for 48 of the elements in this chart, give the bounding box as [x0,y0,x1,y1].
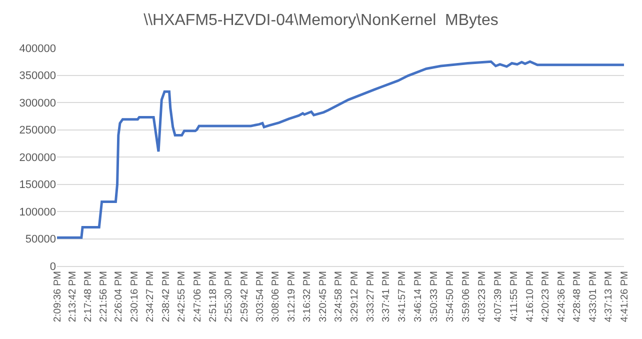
x-tick-label: 2:21:56 PM [98,271,110,322]
x-tick-label: 2:34:27 PM [145,271,156,322]
x-tick-label: 3:08:06 PM [270,271,282,322]
y-tick-label: 50000 [25,234,56,246]
x-tick-label: 2:47:06 PM [192,271,204,322]
x-tick-label: 3:59:06 PM [461,271,472,322]
x-tick-label: 3:50:33 PM [429,271,440,322]
x-tick-label: 4:37:13 PM [604,271,614,322]
x-tick-label: 3:37:41 PM [381,271,392,322]
x-tick-label: 2:09:36 PM [52,271,64,322]
x-tick-label: 3:46:14 PM [413,271,424,322]
x-tick-label: 4:41:26 PM [619,271,630,322]
x-tick-label: 3:03:54 PM [255,271,266,322]
y-tick-label: 250000 [19,124,56,137]
y-tick-label: 350000 [19,70,56,82]
y-tick-label: 0 [50,260,56,273]
x-tick-label: 2:59:42 PM [239,271,250,322]
x-tick-label: 4:07:39 PM [493,271,504,322]
x-tick-label: 2:55:30 PM [224,271,235,322]
x-tick-label: 4:03:23 PM [477,271,488,322]
x-tick-label: 2:30:16 PM [129,271,140,322]
x-tick-label: 3:41:57 PM [397,271,408,322]
y-tick-label: 100000 [19,206,56,218]
x-tick-label: 2:17:48 PM [82,271,94,322]
x-tick-label: 3:20:45 PM [318,271,329,322]
x-tick-label: 2:42:55 PM [176,271,188,322]
y-tick-label: 200000 [19,152,56,164]
x-tick-label: 4:33:01 PM [588,271,599,322]
x-tick-label: 4:20:23 PM [540,271,552,322]
y-tick-label: 150000 [19,179,56,192]
x-tick-label: 2:13:42 PM [68,271,79,322]
x-tick-label: 3:54:50 PM [445,271,456,322]
x-tick-label: 2:51:18 PM [208,271,219,322]
x-tick-label: 2:26:04 PM [114,271,125,322]
x-tick-label: 4:16:10 PM [524,271,536,322]
x-tick-label: 2:38:42 PM [160,271,172,322]
x-tick-label: 4:24:36 PM [556,271,568,322]
x-tick-label: 3:16:32 PM [302,271,314,322]
x-tick-label: 4:11:55 PM [509,271,520,322]
x-tick-label: 3:12:19 PM [286,271,298,322]
chart-title: \\HXAFM5-HZVDI-04\Memory\NonKernel MBytes [144,12,498,29]
x-tick-label: 3:29:12 PM [350,271,361,322]
y-tick-label: 300000 [19,97,56,110]
y-tick-label: 400000 [19,42,56,55]
x-tick-label: 4:28:48 PM [572,271,584,322]
x-tick-label: 3:24:58 PM [334,271,345,322]
line-series [57,60,624,239]
x-tick-label: 3:33:27 PM [365,271,376,322]
